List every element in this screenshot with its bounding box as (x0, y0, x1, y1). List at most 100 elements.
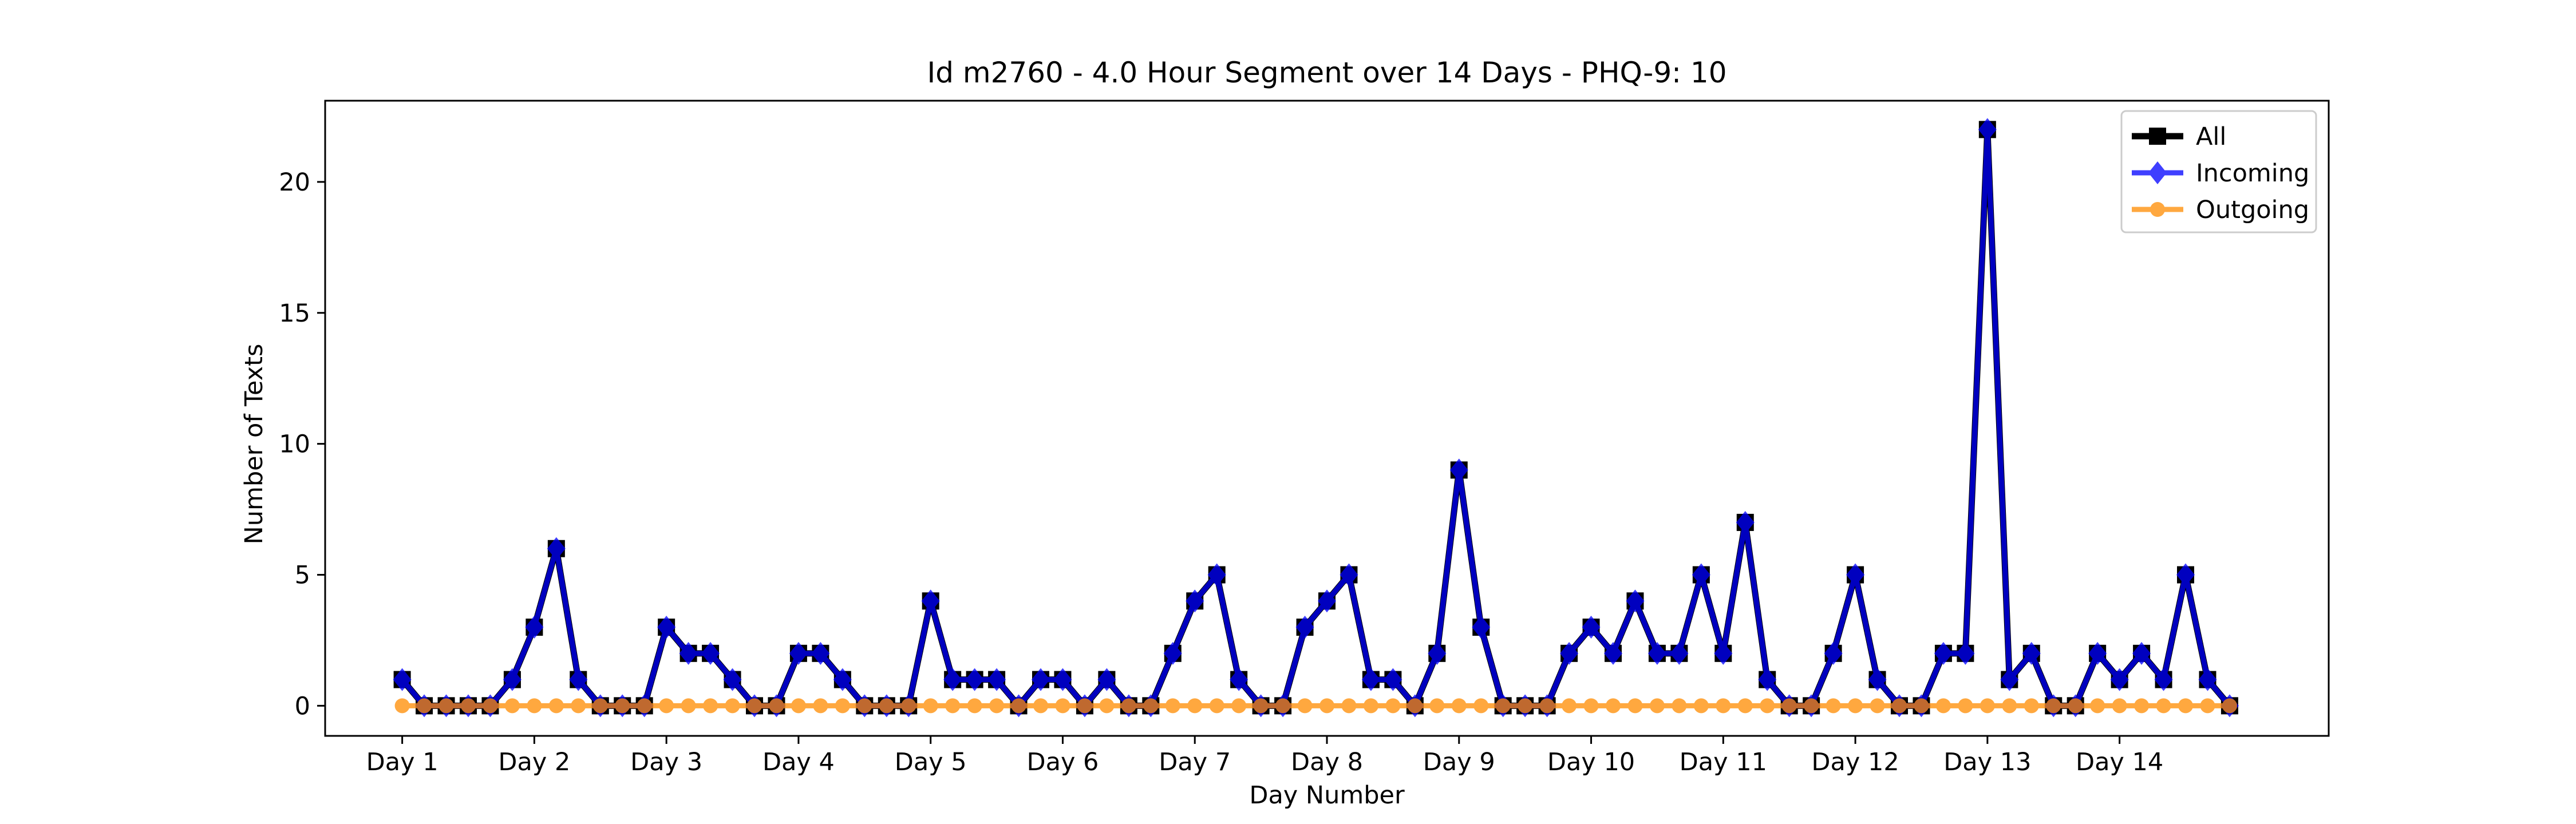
data-point (1714, 641, 1733, 665)
x-tick-label: Day 2 (498, 748, 570, 777)
data-point (1672, 698, 1687, 714)
data-point (2132, 641, 2151, 665)
data-point (1781, 698, 1797, 714)
data-point (527, 698, 542, 714)
data-point (1539, 698, 1555, 714)
data-point (943, 668, 962, 691)
data-point (525, 616, 544, 639)
data-point (1429, 698, 1445, 714)
legend-marker (2150, 202, 2165, 217)
data-point (2134, 698, 2150, 714)
x-tick-label: Day 11 (1680, 748, 1767, 777)
data-point (1914, 698, 1929, 714)
series-outgoing (394, 698, 2237, 714)
data-point (1207, 563, 1226, 587)
plot-area (393, 118, 2239, 718)
axes: 0 5 10 15 20 Day 1 Day 2 Day 3 Day 4 Day 5 Day 6 Da… (279, 168, 2163, 777)
y-axis-label: Number of Texts (240, 344, 268, 545)
data-point (504, 698, 520, 714)
data-point (1449, 458, 1468, 482)
data-point (1736, 510, 1755, 534)
data-point (1582, 616, 1601, 639)
y-tick-label: 10 (279, 430, 310, 459)
data-point (1824, 641, 1843, 665)
data-point (1627, 698, 1643, 714)
data-point (2110, 668, 2129, 691)
data-point (1053, 668, 1072, 691)
data-point (1407, 698, 1423, 714)
data-point (1846, 563, 1865, 587)
data-point (1295, 616, 1314, 639)
data-point (701, 641, 720, 665)
data-point (747, 698, 762, 714)
data-point (548, 698, 564, 714)
data-point (987, 668, 1006, 691)
data-point (547, 537, 566, 560)
data-point (1626, 589, 1645, 613)
y-tick-label: 5 (295, 561, 310, 589)
data-point (1055, 698, 1070, 714)
data-point (1275, 698, 1291, 714)
data-point (1649, 698, 1665, 714)
data-point (1583, 698, 1599, 714)
data-point (791, 698, 806, 714)
data-point (2178, 698, 2193, 714)
data-point (1518, 698, 1533, 714)
data-point (1187, 698, 1203, 714)
x-axis-label: Day Number (1249, 781, 1405, 810)
x-tick-label: Day 5 (895, 748, 967, 777)
data-point (1692, 563, 1710, 587)
data-point (789, 641, 808, 665)
data-point (1163, 641, 1182, 665)
data-point (2112, 698, 2127, 714)
legend-entry (2132, 161, 2183, 184)
data-point (921, 589, 940, 613)
data-point (1011, 698, 1026, 714)
data-point (615, 698, 630, 714)
data-point (2022, 641, 2041, 665)
data-point (813, 698, 828, 714)
data-point (461, 698, 476, 714)
x-tick-label: Day 7 (1159, 748, 1231, 777)
data-point (1033, 698, 1048, 714)
legend-label: Incoming (2196, 159, 2309, 188)
data-point (1670, 641, 1689, 665)
data-point (2156, 698, 2171, 714)
data-point (1361, 668, 1380, 691)
data-point (2090, 698, 2105, 714)
data-point (637, 698, 652, 714)
data-point (723, 668, 742, 691)
data-point (1451, 698, 1467, 714)
data-point (1473, 698, 1489, 714)
legend-entry (2132, 128, 2183, 145)
data-point (1604, 641, 1622, 665)
data-point (679, 641, 698, 665)
y-tick-label: 0 (295, 692, 310, 720)
data-point (569, 668, 588, 691)
data-point (725, 698, 740, 714)
data-point (2002, 698, 2017, 714)
data-point (1318, 589, 1336, 613)
legend-marker (2148, 161, 2167, 184)
data-point (1870, 698, 1885, 714)
data-point (1868, 668, 1887, 691)
data-point (393, 668, 412, 691)
legend-label: Outgoing (2196, 196, 2309, 224)
data-point (1209, 698, 1224, 714)
data-point (1099, 698, 1115, 714)
data-point (1716, 698, 1731, 714)
data-point (2200, 698, 2215, 714)
data-point (1340, 563, 1358, 587)
data-point (1737, 698, 1753, 714)
x-tick-label: Day 3 (630, 748, 702, 777)
data-point (1958, 698, 1973, 714)
x-tick-label: Day 12 (1811, 748, 1899, 777)
x-tick-label: Day 8 (1291, 748, 1363, 777)
data-point (2024, 698, 2039, 714)
data-point (394, 698, 410, 714)
data-point (1230, 668, 1249, 691)
x-tick-label: Day 14 (2076, 748, 2163, 777)
x-tick-label: Day 4 (762, 748, 835, 777)
data-point (1935, 698, 1951, 714)
